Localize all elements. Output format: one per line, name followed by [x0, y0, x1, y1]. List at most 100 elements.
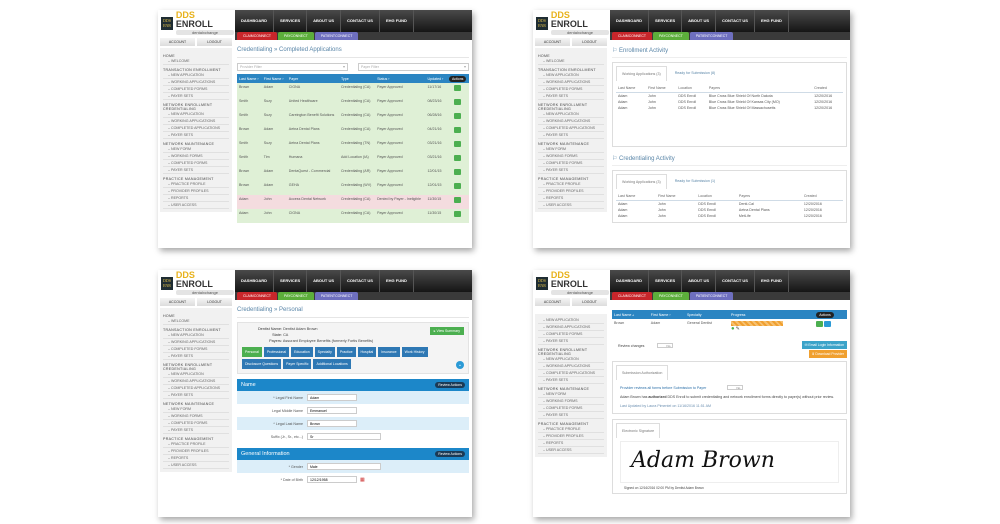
sidebar-item-new-form[interactable]: – NEW FORM [538, 146, 604, 153]
gender-select[interactable] [307, 463, 381, 470]
sidebar-item-completed-forms[interactable]: – COMPLETED FORMS [163, 160, 229, 167]
sidebar-item-user-access[interactable]: – USER ACCESS [538, 447, 604, 454]
sidebar-item-user-access[interactable]: – USER ACCESS [538, 202, 604, 209]
sidebar-item-working-applications[interactable]: – WORKING APPLICATIONS [538, 363, 604, 370]
download-provider-button[interactable]: ⬇ Download Provider [808, 350, 847, 358]
sidebar-item-new-form[interactable]: – NEW FORM [163, 406, 229, 413]
column-header[interactable]: Payer [286, 74, 339, 83]
sidebar-item-welcome[interactable]: – WELCOME [163, 58, 229, 65]
sidebar-item-working-forms[interactable]: – WORKING FORMS [163, 413, 229, 420]
account-button[interactable]: ACCOUNT [160, 298, 195, 306]
tab-submission-authorization[interactable]: Submission Authorization [616, 365, 669, 380]
sidebar-item-new-application[interactable]: – NEW APPLICATION [538, 111, 604, 118]
sidebar-item-new-application[interactable]: – NEW APPLICATION [163, 332, 229, 339]
section-tab-specialty[interactable]: Specialty [314, 347, 335, 357]
sidebar-item-practice-profile[interactable]: – PRACTICE PROFILE [538, 426, 604, 433]
nav-services[interactable]: SERVICES [649, 10, 683, 32]
sidebar-item-payer-sets[interactable]: – PAYER SETS [163, 427, 229, 434]
field-input[interactable] [307, 433, 381, 440]
nav-dashboard[interactable]: DASHBOARD [610, 270, 649, 292]
nav-services[interactable]: SERVICES [274, 270, 308, 292]
open-button[interactable] [454, 197, 462, 203]
column-header[interactable]: Last Name › [237, 74, 262, 83]
tab-payconnect[interactable]: PAYCONNECT [278, 292, 314, 300]
sidebar-item-user-access[interactable]: – USER ACCESS [163, 202, 229, 209]
sidebar-item-reports[interactable]: – REPORTS [163, 195, 229, 202]
sidebar-item-completed-forms[interactable]: – COMPLETED FORMS [163, 346, 229, 353]
column-header[interactable]: First Name › [261, 74, 287, 83]
section-tab-practice[interactable]: Practice [336, 347, 356, 357]
sidebar-item-provider-profiles[interactable]: – PROVIDER PROFILES [163, 188, 229, 195]
tab-patientconnect[interactable]: PATIENTCONNECT [689, 292, 734, 300]
nav-contact-us[interactable]: CONTACT US [341, 10, 380, 32]
nav-ehg-fund[interactable]: EHG FUND [380, 10, 414, 32]
tab-ready-for-submission[interactable]: Ready for Submission (1) [674, 179, 716, 183]
sidebar-item-new-form[interactable]: – NEW FORM [163, 146, 229, 153]
sidebar-item-new-application[interactable]: – NEW APPLICATION [538, 317, 604, 324]
column-header[interactable]: First Name › [648, 310, 685, 319]
sidebar-item-payer-sets[interactable]: – PAYER SETS [538, 412, 604, 419]
column-header[interactable]: Status › [375, 74, 426, 83]
auth-toggle[interactable]: No [727, 385, 744, 390]
sidebar-item-provider-profiles[interactable]: – PROVIDER PROFILES [163, 448, 229, 455]
nav-about-us[interactable]: ABOUT US [682, 10, 717, 32]
sidebar-item-completed-applications[interactable]: – COMPLETED APPLICATIONS [538, 370, 604, 377]
sidebar-item-working-applications[interactable]: – WORKING APPLICATIONS [163, 79, 229, 86]
sidebar-item-payer-sets[interactable]: – PAYER SETS [163, 353, 229, 360]
sidebar-item-working-applications[interactable]: – WORKING APPLICATIONS [163, 118, 229, 125]
sidebar-item-payer-sets[interactable]: – PAYER SETS [538, 132, 604, 139]
nav-ehg-fund[interactable]: EHG FUND [755, 10, 789, 32]
account-button[interactable]: ACCOUNT [535, 38, 570, 46]
open-button[interactable] [454, 85, 462, 91]
sidebar-item-new-application[interactable]: – NEW APPLICATION [163, 371, 229, 378]
scroll-down-icon[interactable]: ⌄ [456, 361, 464, 369]
tab-patientconnect[interactable]: PATIENTCONNECT [314, 32, 359, 40]
sidebar-item-reports[interactable]: – REPORTS [538, 195, 604, 202]
field-input[interactable] [307, 420, 357, 427]
nav-ehg-fund[interactable]: EHG FUND [380, 270, 414, 292]
sidebar-item-payer-sets[interactable]: – PAYER SETS [538, 167, 604, 174]
logout-button[interactable]: LOGOUT [572, 298, 607, 306]
tab-working-applications[interactable]: Working Applications (3) [616, 174, 667, 189]
account-button[interactable]: ACCOUNT [160, 38, 195, 46]
section-tab-additional-locations[interactable]: Additional Locations [313, 359, 351, 369]
tab-payconnect[interactable]: PAYCONNECT [653, 292, 689, 300]
open-button[interactable] [454, 99, 462, 105]
logout-button[interactable]: LOGOUT [572, 38, 607, 46]
sidebar-item-payer-sets[interactable]: – PAYER SETS [163, 132, 229, 139]
nav-contact-us[interactable]: CONTACT US [716, 270, 755, 292]
sidebar-item-user-access[interactable]: – USER ACCESS [163, 462, 229, 469]
column-header[interactable]: Last Name ▵ [612, 310, 649, 319]
sidebar-item-welcome[interactable]: – WELCOME [538, 58, 604, 65]
sidebar-item-practice-profile[interactable]: – PRACTICE PROFILE [163, 441, 229, 448]
sidebar-item-completed-applications[interactable]: – COMPLETED APPLICATIONS [538, 125, 604, 132]
sidebar-item-new-application[interactable]: – NEW APPLICATION [538, 72, 604, 79]
review-actions-button[interactable]: Review Actions [435, 382, 465, 388]
sidebar-item-working-applications[interactable]: – WORKING APPLICATIONS [163, 378, 229, 385]
nav-about-us[interactable]: ABOUT US [307, 270, 342, 292]
sidebar-item-completed-forms[interactable]: – COMPLETED FORMS [163, 420, 229, 427]
sidebar-item-payer-sets[interactable]: – PAYER SETS [538, 93, 604, 100]
tab-payconnect[interactable]: PAYCONNECT [653, 32, 689, 40]
section-tab-professional[interactable]: Professional [263, 347, 290, 357]
sidebar-item-completed-applications[interactable]: – COMPLETED APPLICATIONS [163, 385, 229, 392]
section-tab-insurance[interactable]: Insurance [378, 347, 400, 357]
sidebar-item-payer-sets[interactable]: – PAYER SETS [538, 338, 604, 345]
sidebar-item-working-forms[interactable]: – WORKING FORMS [538, 398, 604, 405]
section-tab-disclosure-questions[interactable]: Disclosure Questions [242, 359, 282, 369]
sidebar-item-provider-profiles[interactable]: – PROVIDER PROFILES [538, 188, 604, 195]
edit-button[interactable] [824, 321, 832, 327]
section-tab-work-history[interactable]: Work History [401, 347, 428, 357]
column-header[interactable]: Type [338, 74, 376, 83]
tab-payconnect[interactable]: PAYCONNECT [278, 32, 314, 40]
provider-filter[interactable]: Provider Filter [237, 63, 348, 71]
tab-claimconnect[interactable]: CLAIMCONNECT [237, 292, 278, 300]
nav-dashboard[interactable]: DASHBOARD [235, 10, 274, 32]
sidebar-item-reports[interactable]: – REPORTS [163, 455, 229, 462]
email-login-button[interactable]: ✉ Email Login Information [801, 341, 847, 349]
payer-filter[interactable]: Payer Filter [358, 63, 469, 71]
sidebar-item-new-form[interactable]: – NEW FORM [538, 391, 604, 398]
sidebar-item-reports[interactable]: – REPORTS [538, 440, 604, 447]
sidebar-item-payer-sets[interactable]: – PAYER SETS [538, 377, 604, 384]
nav-about-us[interactable]: ABOUT US [307, 10, 342, 32]
